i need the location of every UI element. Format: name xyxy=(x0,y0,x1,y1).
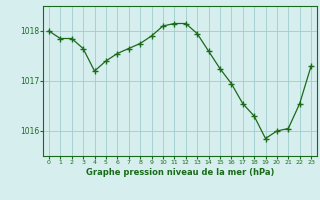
X-axis label: Graphe pression niveau de la mer (hPa): Graphe pression niveau de la mer (hPa) xyxy=(86,168,274,177)
